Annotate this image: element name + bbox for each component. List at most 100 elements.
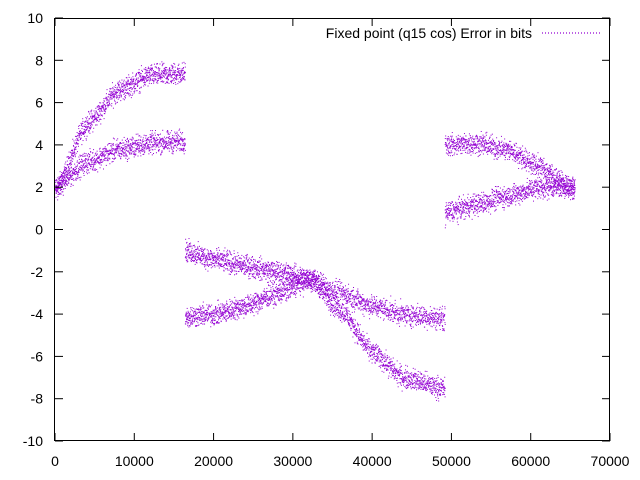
data-point (277, 293, 279, 295)
data-point (190, 260, 192, 262)
data-point (128, 83, 130, 85)
data-point (272, 296, 274, 298)
data-point (86, 164, 88, 166)
data-point (195, 258, 197, 260)
data-point (266, 291, 268, 293)
data-point (64, 177, 66, 179)
data-point (59, 187, 61, 189)
data-point (82, 131, 84, 133)
data-point (74, 156, 76, 158)
data-point (179, 148, 181, 150)
data-point (97, 106, 99, 108)
data-point (199, 309, 201, 310)
data-point (116, 86, 118, 88)
data-point (261, 299, 263, 301)
data-point (157, 80, 159, 82)
data-point (55, 185, 57, 187)
data-point (131, 89, 133, 91)
data-point (177, 78, 179, 80)
data-point (69, 157, 71, 159)
data-point (194, 317, 196, 319)
data-point (263, 298, 265, 300)
data-point (190, 254, 192, 256)
data-point (106, 98, 108, 100)
data-point (230, 318, 232, 320)
data-point (78, 140, 80, 142)
data-point (96, 118, 98, 120)
data-point (291, 285, 293, 287)
data-point (220, 303, 222, 305)
data-point (278, 299, 280, 301)
data-point (195, 252, 197, 254)
data-point (115, 96, 117, 98)
data-point (380, 317, 382, 319)
data-point (96, 159, 98, 161)
data-point (299, 266, 301, 268)
data-point (141, 140, 143, 142)
data-point (153, 139, 155, 141)
data-point (283, 281, 285, 283)
data-point (250, 310, 252, 312)
data-point (234, 255, 236, 257)
data-point (97, 157, 99, 159)
data-point (202, 323, 204, 325)
data-point (168, 73, 169, 75)
data-point (211, 252, 213, 254)
data-point (276, 268, 278, 270)
data-point (159, 140, 161, 142)
data-point (214, 319, 216, 321)
data-point (182, 139, 184, 141)
data-point (205, 268, 207, 270)
data-point (220, 264, 222, 266)
data-point (300, 280, 302, 282)
data-point (207, 319, 209, 321)
data-point (196, 311, 198, 313)
data-point (327, 289, 329, 291)
data-point (225, 258, 227, 260)
data-point (130, 81, 132, 83)
data-point (224, 310, 226, 312)
data-point (284, 287, 286, 289)
data-point (85, 120, 87, 122)
data-point (74, 166, 76, 168)
data-point (152, 70, 154, 72)
data-point (80, 168, 82, 170)
data-point (206, 304, 208, 306)
data-point (118, 152, 120, 154)
data-point (167, 131, 169, 133)
data-point (241, 269, 243, 271)
data-point (240, 258, 242, 260)
data-point (380, 303, 382, 305)
data-point (274, 291, 276, 293)
data-point (272, 294, 274, 296)
data-point (273, 294, 275, 296)
data-point (85, 139, 87, 141)
data-point (231, 263, 233, 265)
data-point (303, 282, 305, 284)
data-point (177, 74, 179, 76)
data-point (115, 144, 117, 146)
data-point (129, 147, 131, 149)
data-point (283, 294, 285, 296)
data-point (333, 287, 335, 289)
data-point (282, 271, 284, 273)
data-point (267, 276, 269, 278)
data-point (247, 260, 249, 262)
data-point (108, 101, 110, 103)
data-point (251, 300, 253, 302)
data-point (279, 292, 281, 294)
data-point (259, 306, 261, 308)
data-point (103, 102, 105, 104)
data-point (343, 295, 345, 297)
data-point (377, 306, 379, 308)
data-point (55, 182, 57, 184)
data-point (171, 66, 173, 68)
data-point (120, 143, 122, 145)
data-point (207, 252, 209, 254)
data-point (55, 193, 57, 194)
data-point (131, 88, 133, 90)
data-point (376, 299, 378, 301)
data-point (153, 138, 155, 140)
data-point (96, 106, 98, 108)
data-point (365, 308, 367, 310)
